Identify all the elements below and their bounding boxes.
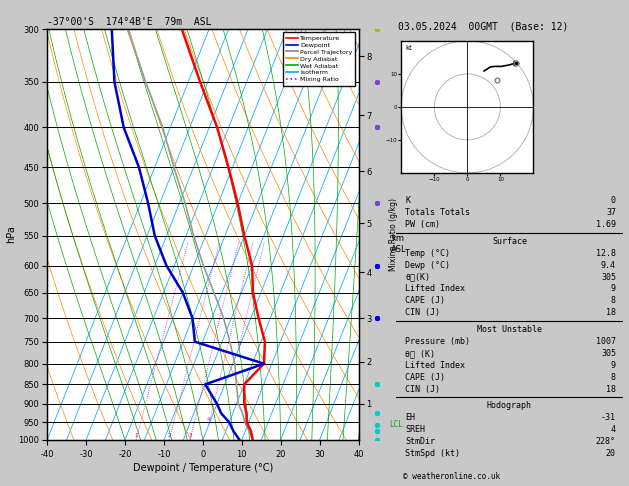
Text: θᴇ(K): θᴇ(K) <box>405 273 430 281</box>
Text: Mixing Ratio (g/kg): Mixing Ratio (g/kg) <box>389 198 398 271</box>
Text: LCL: LCL <box>390 420 404 429</box>
Text: 1.69: 1.69 <box>596 220 616 229</box>
Text: -37°00'S  174°4B'E  79m  ASL: -37°00'S 174°4B'E 79m ASL <box>47 17 212 27</box>
Text: 12.8: 12.8 <box>596 249 616 258</box>
Text: kt: kt <box>405 45 412 51</box>
Text: K: K <box>405 196 410 205</box>
Text: 4: 4 <box>611 425 616 434</box>
Text: StmSpd (kt): StmSpd (kt) <box>405 449 460 458</box>
Text: 9: 9 <box>611 361 616 370</box>
Text: Lifted Index: Lifted Index <box>405 284 465 294</box>
Text: CIN (J): CIN (J) <box>405 385 440 394</box>
Text: 37: 37 <box>606 208 616 217</box>
Y-axis label: hPa: hPa <box>6 226 16 243</box>
Text: Pressure (mb): Pressure (mb) <box>405 337 470 346</box>
Text: 4: 4 <box>207 417 211 422</box>
Text: Most Unstable: Most Unstable <box>477 325 542 334</box>
Text: 3: 3 <box>188 433 192 438</box>
Text: SREH: SREH <box>405 425 425 434</box>
X-axis label: Dewpoint / Temperature (°C): Dewpoint / Temperature (°C) <box>133 463 273 473</box>
Text: StmDir: StmDir <box>405 437 435 446</box>
Text: θᴇ (K): θᴇ (K) <box>405 349 435 358</box>
Text: 9: 9 <box>611 284 616 294</box>
Text: Dewp (°C): Dewp (°C) <box>405 260 450 270</box>
Text: 5: 5 <box>237 341 241 346</box>
Text: CIN (J): CIN (J) <box>405 308 440 317</box>
Text: 18: 18 <box>606 308 616 317</box>
Text: -31: -31 <box>601 413 616 422</box>
Text: Hodograph: Hodograph <box>487 401 532 410</box>
Text: 0: 0 <box>611 196 616 205</box>
Text: Surface: Surface <box>492 237 527 246</box>
Text: 03.05.2024  00GMT  (Base: 12): 03.05.2024 00GMT (Base: 12) <box>398 22 569 32</box>
Text: CAPE (J): CAPE (J) <box>405 296 445 305</box>
Text: CAPE (J): CAPE (J) <box>405 373 445 382</box>
Text: Totals Totals: Totals Totals <box>405 208 470 217</box>
Text: 8: 8 <box>611 373 616 382</box>
Text: 2: 2 <box>168 433 171 438</box>
Text: Temp (°C): Temp (°C) <box>405 249 450 258</box>
Text: PW (cm): PW (cm) <box>405 220 440 229</box>
Text: 20: 20 <box>606 449 616 458</box>
Y-axis label: km
ASL: km ASL <box>391 235 406 254</box>
Text: 18: 18 <box>606 385 616 394</box>
Text: EH: EH <box>405 413 415 422</box>
Text: 305: 305 <box>601 349 616 358</box>
Text: Lifted Index: Lifted Index <box>405 361 465 370</box>
Legend: Temperature, Dewpoint, Parcel Trajectory, Dry Adiabat, Wet Adiabat, Isotherm, Mi: Temperature, Dewpoint, Parcel Trajectory… <box>283 32 355 86</box>
Text: 1007: 1007 <box>596 337 616 346</box>
Text: 305: 305 <box>601 273 616 281</box>
Text: 1: 1 <box>135 433 138 438</box>
Text: 228°: 228° <box>596 437 616 446</box>
Text: 9.4: 9.4 <box>601 260 616 270</box>
Text: © weatheronline.co.uk: © weatheronline.co.uk <box>403 472 499 481</box>
Text: 8: 8 <box>611 296 616 305</box>
